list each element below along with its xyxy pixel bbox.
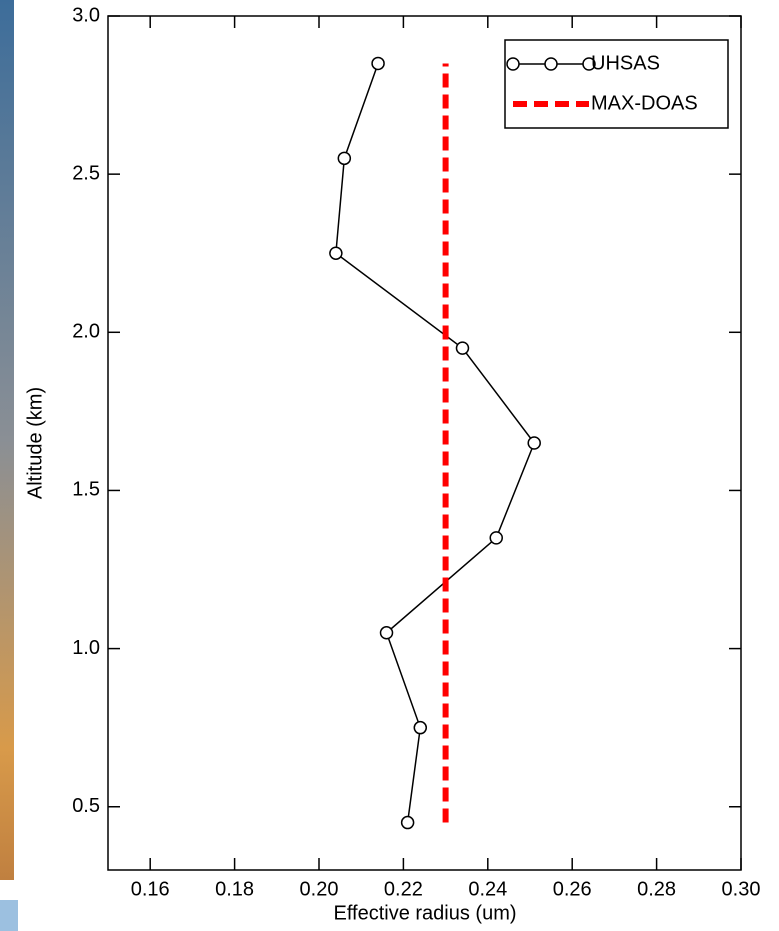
plot-frame [108,16,741,870]
legend-marker [507,58,519,70]
y-tick-label: 0.5 [72,795,100,817]
x-tick-label: 0.22 [384,878,423,900]
y-tick-label: 1.0 [72,637,100,659]
x-tick-label: 0.26 [553,878,592,900]
y-tick-label: 1.5 [72,479,100,501]
y-tick-label: 2.0 [72,321,100,343]
x-tick-label: 0.30 [722,878,761,900]
y-tick-label: 3.0 [72,4,100,26]
point [456,342,468,354]
x-tick-label: 0.24 [468,878,507,900]
legend-label: MAX-DOAS [591,92,698,114]
point [490,532,502,544]
chart: Effective radius (um) Altitude (km) 0.16… [0,0,779,931]
x-tick-label: 0.16 [131,878,170,900]
point [402,817,414,829]
point [381,627,393,639]
legend-marker [545,58,557,70]
background-photo-strip [0,0,14,880]
x-tick-label: 0.18 [215,878,254,900]
point [528,437,540,449]
background-tile [0,900,18,931]
x-axis-label: Effective radius (um) [333,902,516,924]
x-tick-label: 0.20 [300,878,339,900]
point [330,247,342,259]
x-tick-label: 0.28 [637,878,676,900]
point [338,152,350,164]
point [372,57,384,69]
y-tick-label: 2.5 [72,162,100,184]
series-line [336,63,534,822]
legend-label: UHSAS [591,52,660,74]
y-axis-label: Altitude (km) [24,387,46,499]
point [414,722,426,734]
